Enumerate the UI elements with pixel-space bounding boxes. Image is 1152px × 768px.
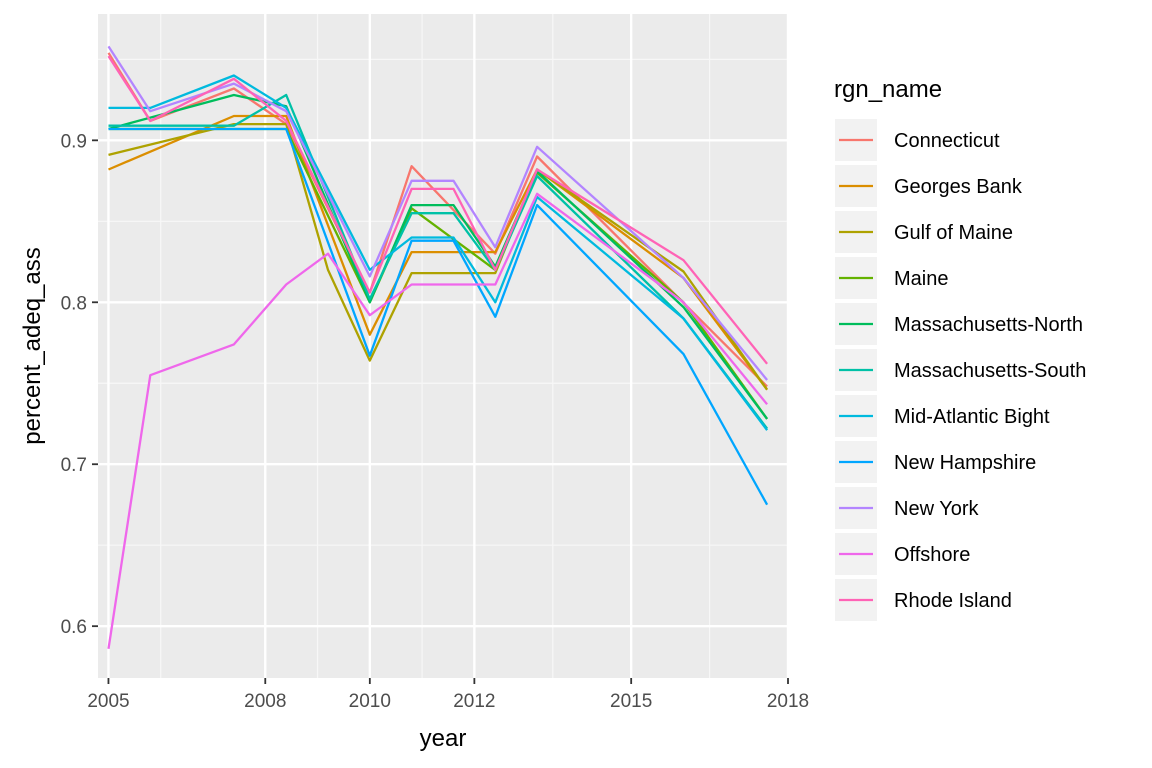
legend-item: Gulf of Maine [835,211,1013,253]
legend-item: New York [835,487,979,529]
series-line-gulf-of-maine [108,122,769,391]
y-tick-label: 0.7 [61,455,87,476]
y-axis: 0.6 0.7 0.8 0.9 [61,131,98,638]
x-axis-title: year [420,725,467,752]
legend-label: Massachusetts-South [894,360,1086,382]
legend-label: Maine [894,268,948,290]
legend-item: New Hampshire [835,441,1036,483]
legend-title: rgn_name [834,76,942,103]
legend-label: Georges Bank [894,176,1023,198]
x-axis: 2005 2008 2010 2012 2015 2018 [87,678,809,712]
y-tick-label: 0.8 [61,293,87,314]
legend: rgn_name Connecticut Georges Bank Gulf of … [834,76,1086,621]
series-line-georges-bank [108,114,769,391]
series-line-offshore [107,192,768,649]
minor-gridlines [98,14,788,678]
y-axis-title: percent_adeq_ass [19,247,46,444]
x-tick-label: 2005 [87,691,129,712]
legend-label: Massachusetts-North [894,314,1083,336]
x-tick-label: 2012 [453,691,495,712]
legend-item: Maine [835,257,948,299]
x-tick-label: 2018 [767,691,809,712]
series-line-mid-atlantic-bight [108,74,769,431]
series-line-rhode-island [107,55,768,365]
x-tick-label: 2008 [244,691,286,712]
legend-label: Connecticut [894,130,1000,152]
y-tick-label: 0.6 [61,617,87,638]
legend-items: Connecticut Georges Bank Gulf of Maine Main… [835,119,1086,621]
legend-item: Rhode Island [835,579,1012,621]
legend-item: Connecticut [835,119,1000,161]
legend-item: Georges Bank [835,165,1023,207]
legend-label: Rhode Island [894,590,1012,612]
x-tick-label: 2015 [610,691,652,712]
legend-item: Massachusetts-South [835,349,1086,391]
plot-panel [98,14,788,678]
legend-label: Mid-Atlantic Bight [894,406,1050,428]
legend-label: New York [894,498,979,520]
legend-item: Mid-Atlantic Bight [835,395,1050,437]
legend-item: Offshore [835,533,970,575]
x-tick-label: 2010 [349,691,391,712]
y-tick-label: 0.9 [61,131,87,152]
series-line-new-hampshire [108,127,769,506]
legend-label: Gulf of Maine [894,222,1013,244]
legend-label: New Hampshire [894,452,1036,474]
series-lines [107,45,769,649]
legend-item: Massachusetts-North [835,303,1083,345]
legend-label: Offshore [894,544,970,566]
